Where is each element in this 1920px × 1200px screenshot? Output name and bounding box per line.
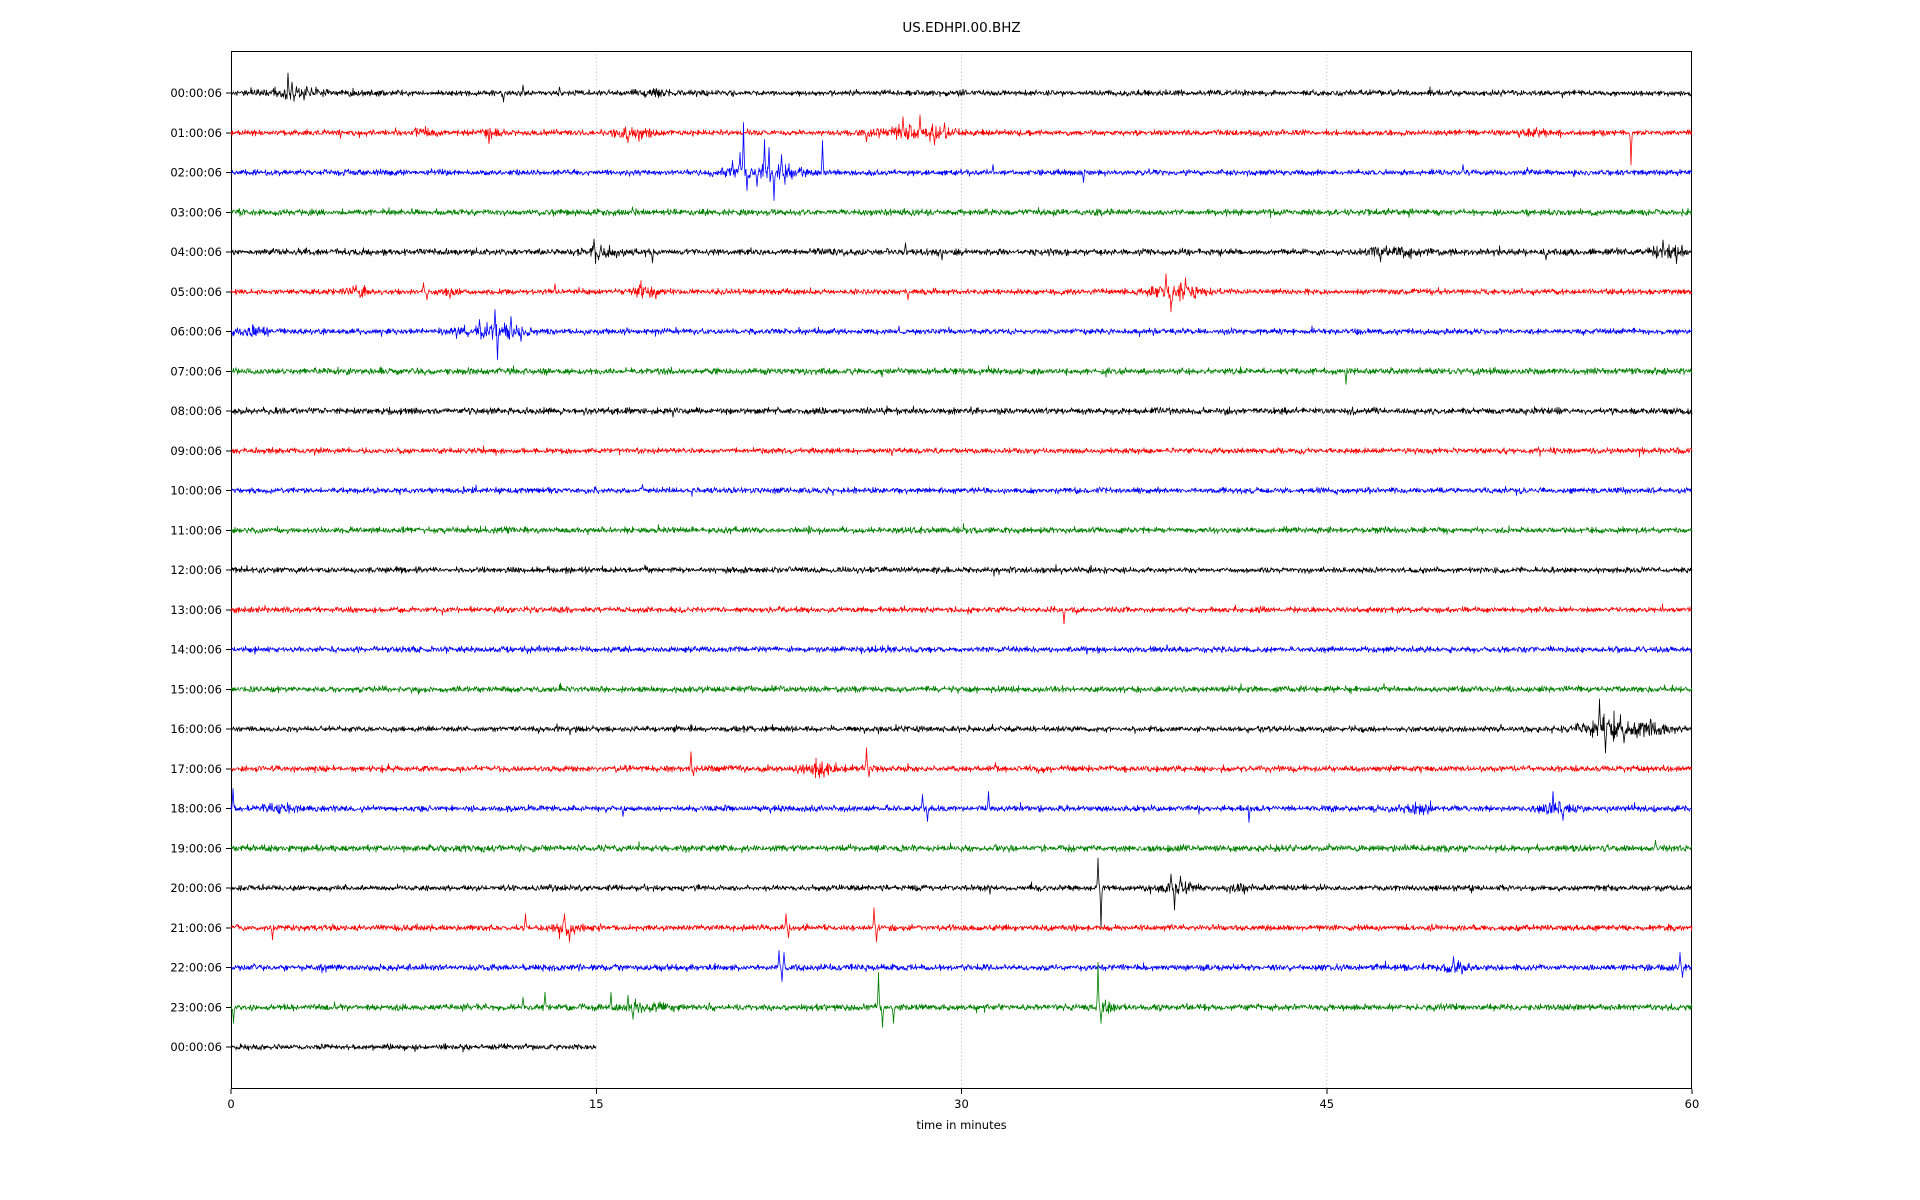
x-tick-label-15: 15 [589, 1097, 604, 1111]
trace-line-12 [230, 564, 1693, 577]
trace-line-5 [230, 273, 1693, 313]
trace-line-22 [230, 950, 1693, 982]
trace-time-label: 16:00:06 [170, 722, 222, 736]
trace-time-label: 14:00:06 [170, 643, 222, 657]
trace-time-label: 00:00:06 [170, 1040, 222, 1054]
trace-line-4 [230, 238, 1693, 265]
trace-line-15 [230, 682, 1693, 695]
trace-line-8 [230, 405, 1693, 418]
trace-line-20 [230, 857, 1693, 929]
trace-line-3 [230, 206, 1693, 219]
trace-time-label: 13:00:06 [170, 603, 222, 617]
trace-line-1 [230, 114, 1693, 166]
trace-line-10 [230, 484, 1693, 497]
trace-time-label: 03:00:06 [170, 205, 222, 219]
trace-time-label: 00:00:06 [170, 86, 222, 100]
trace-line-0 [230, 72, 1693, 103]
trace-line-24 [230, 1043, 597, 1053]
trace-time-label: 09:00:06 [170, 444, 222, 458]
trace-line-6 [230, 309, 1693, 360]
x-tick-label-30: 30 [954, 1097, 969, 1111]
trace-line-14 [230, 644, 1693, 655]
trace-time-label: 18:00:06 [170, 802, 222, 816]
x-axis-label: time in minutes [916, 1118, 1007, 1132]
chart-title: US.EDHPI.00.BHZ [902, 20, 1021, 36]
trace-time-label: 08:00:06 [170, 404, 222, 418]
x-tick-label-45: 45 [1319, 1097, 1334, 1111]
trace-time-label: 04:00:06 [170, 245, 222, 259]
trace-time-label: 11:00:06 [170, 523, 222, 537]
trace-time-label: 22:00:06 [170, 961, 222, 975]
trace-time-label: 02:00:06 [170, 166, 222, 180]
trace-line-7 [230, 365, 1693, 385]
trace-line-23 [230, 961, 1693, 1028]
x-tick-label-60: 60 [1685, 1097, 1700, 1111]
trace-time-label: 19:00:06 [170, 841, 222, 855]
trace-time-label: 12:00:06 [170, 563, 222, 577]
trace-line-21 [230, 907, 1693, 943]
trace-time-label: 20:00:06 [170, 881, 222, 895]
trace-line-17 [230, 747, 1693, 779]
trace-time-label: 06:00:06 [170, 325, 222, 339]
trace-line-19 [230, 839, 1693, 854]
trace-time-label: 07:00:06 [170, 364, 222, 378]
trace-line-16 [230, 698, 1693, 754]
trace-line-9 [230, 445, 1693, 458]
trace-time-label: 10:00:06 [170, 484, 222, 498]
trace-line-18 [230, 788, 1693, 823]
trace-time-label: 05:00:06 [170, 285, 222, 299]
trace-line-13 [230, 603, 1693, 625]
trace-time-label: 17:00:06 [170, 762, 222, 776]
x-tick-label-0: 0 [227, 1097, 234, 1111]
trace-time-label: 01:00:06 [170, 126, 222, 140]
trace-line-2 [230, 122, 1693, 201]
trace-time-label: 15:00:06 [170, 682, 222, 696]
trace-time-label: 21:00:06 [170, 921, 222, 935]
trace-line-11 [230, 523, 1693, 536]
trace-time-label: 23:00:06 [170, 1000, 222, 1014]
